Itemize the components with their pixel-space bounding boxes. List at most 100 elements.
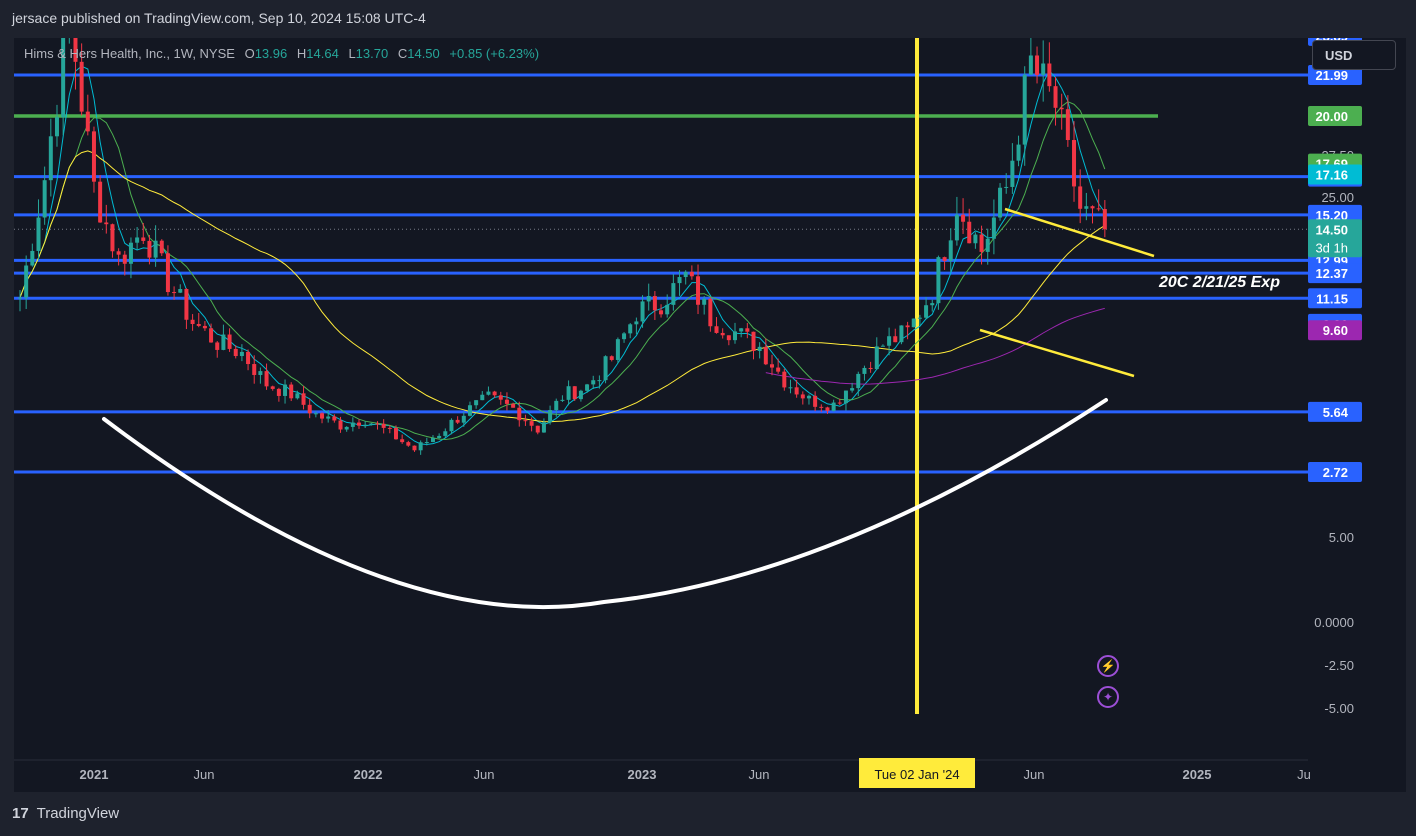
candle-body <box>301 393 306 405</box>
candle-body <box>1096 208 1101 210</box>
open-label: O <box>244 46 255 61</box>
candle-body <box>387 427 392 429</box>
candle-body <box>61 38 66 118</box>
candle-body <box>874 346 879 370</box>
candle-body <box>1022 74 1027 145</box>
candle-body <box>153 240 158 258</box>
top-bar: jersace published on TradingView.com, Se… <box>0 0 1416 38</box>
symbol-legend: Hims & Hers Health, Inc., 1W, NYSE O13.9… <box>24 46 539 61</box>
ma-purple-line <box>765 307 1105 385</box>
candle-body <box>1059 107 1064 110</box>
candle-body <box>418 442 423 451</box>
x-tick-label: 2025 <box>1183 767 1212 782</box>
candle-body <box>239 351 244 357</box>
candle-body <box>320 413 325 419</box>
lightning-icon[interactable]: ⚡ <box>1097 655 1119 677</box>
candle-body <box>1016 144 1021 161</box>
candle-body <box>597 380 602 382</box>
candle-body <box>406 442 411 446</box>
candle-body <box>800 394 805 399</box>
currency-button[interactable]: USD <box>1312 40 1396 70</box>
candle-body <box>393 428 398 440</box>
candle-body <box>702 298 707 305</box>
countdown-label: 3d 1h <box>1315 240 1348 255</box>
level-badge-label: 20.00 <box>1315 109 1348 124</box>
candle-body <box>622 333 627 340</box>
x-tick-label: 2021 <box>80 767 109 782</box>
candle-body <box>739 328 744 332</box>
price-chart[interactable]: 20C 2/21/25 Exp 30.0027.5025.0022.505.00… <box>14 38 1406 792</box>
candle-body <box>529 421 534 426</box>
level-badge-label: 12.37 <box>1315 266 1348 281</box>
candle-body <box>178 289 183 293</box>
candle-body <box>757 346 762 351</box>
candle-body <box>246 351 251 365</box>
candle-body <box>437 435 442 439</box>
candle-body <box>307 404 312 414</box>
candle-body <box>24 265 29 298</box>
high-value: 14.64 <box>306 46 339 61</box>
candle-body <box>141 237 146 241</box>
symbol-name: Hims & Hers Health, Inc., 1W, NYSE <box>24 46 235 61</box>
candle-body <box>566 386 571 400</box>
date-marker-label: Tue 02 Jan '24 <box>874 767 959 782</box>
candle-body <box>492 391 497 396</box>
level-badge <box>1308 288 1362 309</box>
x-tick-label: Jun <box>194 767 215 782</box>
candle-body <box>1047 63 1052 87</box>
candle-body <box>696 276 701 305</box>
sparkle-icon[interactable]: ✦ <box>1097 686 1119 708</box>
level-badge <box>1308 65 1362 86</box>
candle-body <box>79 61 84 112</box>
candle-body <box>708 298 713 327</box>
candle-body <box>1065 109 1070 141</box>
candle-body <box>665 304 670 315</box>
candle-body <box>585 384 590 391</box>
candle-body <box>634 321 639 325</box>
y-tick-label: 25.00 <box>1321 190 1354 205</box>
chart-area[interactable]: 20C 2/21/25 Exp 30.0027.5025.0022.505.00… <box>14 38 1406 792</box>
candle-body <box>554 400 559 411</box>
candle-body <box>541 422 546 433</box>
lower-trendline[interactable] <box>979 328 1135 378</box>
cup-curve-drawing[interactable] <box>102 398 1108 610</box>
candle-body <box>850 388 855 391</box>
y-tick-label: -5.00 <box>1324 701 1354 716</box>
candle-body <box>1053 86 1058 108</box>
ma-yellow-line <box>19 150 1106 423</box>
change-value: +0.85 (+6.23%) <box>449 46 540 61</box>
candle-body <box>991 217 996 239</box>
price-badge-label: 17.16 <box>1315 168 1348 183</box>
low-label: L <box>348 46 356 61</box>
open-value: 13.96 <box>254 46 288 61</box>
level-badge <box>1308 461 1362 482</box>
candle-body <box>591 380 596 385</box>
candle-body <box>936 257 941 304</box>
candle-body <box>344 426 349 430</box>
candle-body <box>202 325 207 329</box>
candle-body <box>745 328 750 332</box>
candle-body <box>813 395 818 407</box>
candle-body <box>523 420 528 422</box>
price-badge <box>1308 164 1362 185</box>
candle-body <box>733 331 738 341</box>
candle-body <box>979 234 984 252</box>
upper-trendline[interactable] <box>1004 207 1155 258</box>
option-annotation: 20C 2/21/25 Exp <box>1158 274 1280 291</box>
candle-body <box>954 214 959 241</box>
candle-body <box>683 271 688 278</box>
candle-body <box>350 422 355 427</box>
candle-body <box>48 136 53 181</box>
candle-body <box>560 399 565 401</box>
candle-body <box>295 393 300 399</box>
candle-body <box>98 181 103 223</box>
candle-body <box>671 283 676 305</box>
candle-body <box>1028 55 1033 75</box>
x-tick-label: 2022 <box>354 767 383 782</box>
candle-body <box>751 331 756 351</box>
publisher-line: jersace published on TradingView.com, Se… <box>12 10 426 26</box>
candle-body <box>1072 140 1077 187</box>
candle-body <box>1102 209 1107 230</box>
candle-body <box>369 423 374 425</box>
candle-body <box>942 257 947 261</box>
